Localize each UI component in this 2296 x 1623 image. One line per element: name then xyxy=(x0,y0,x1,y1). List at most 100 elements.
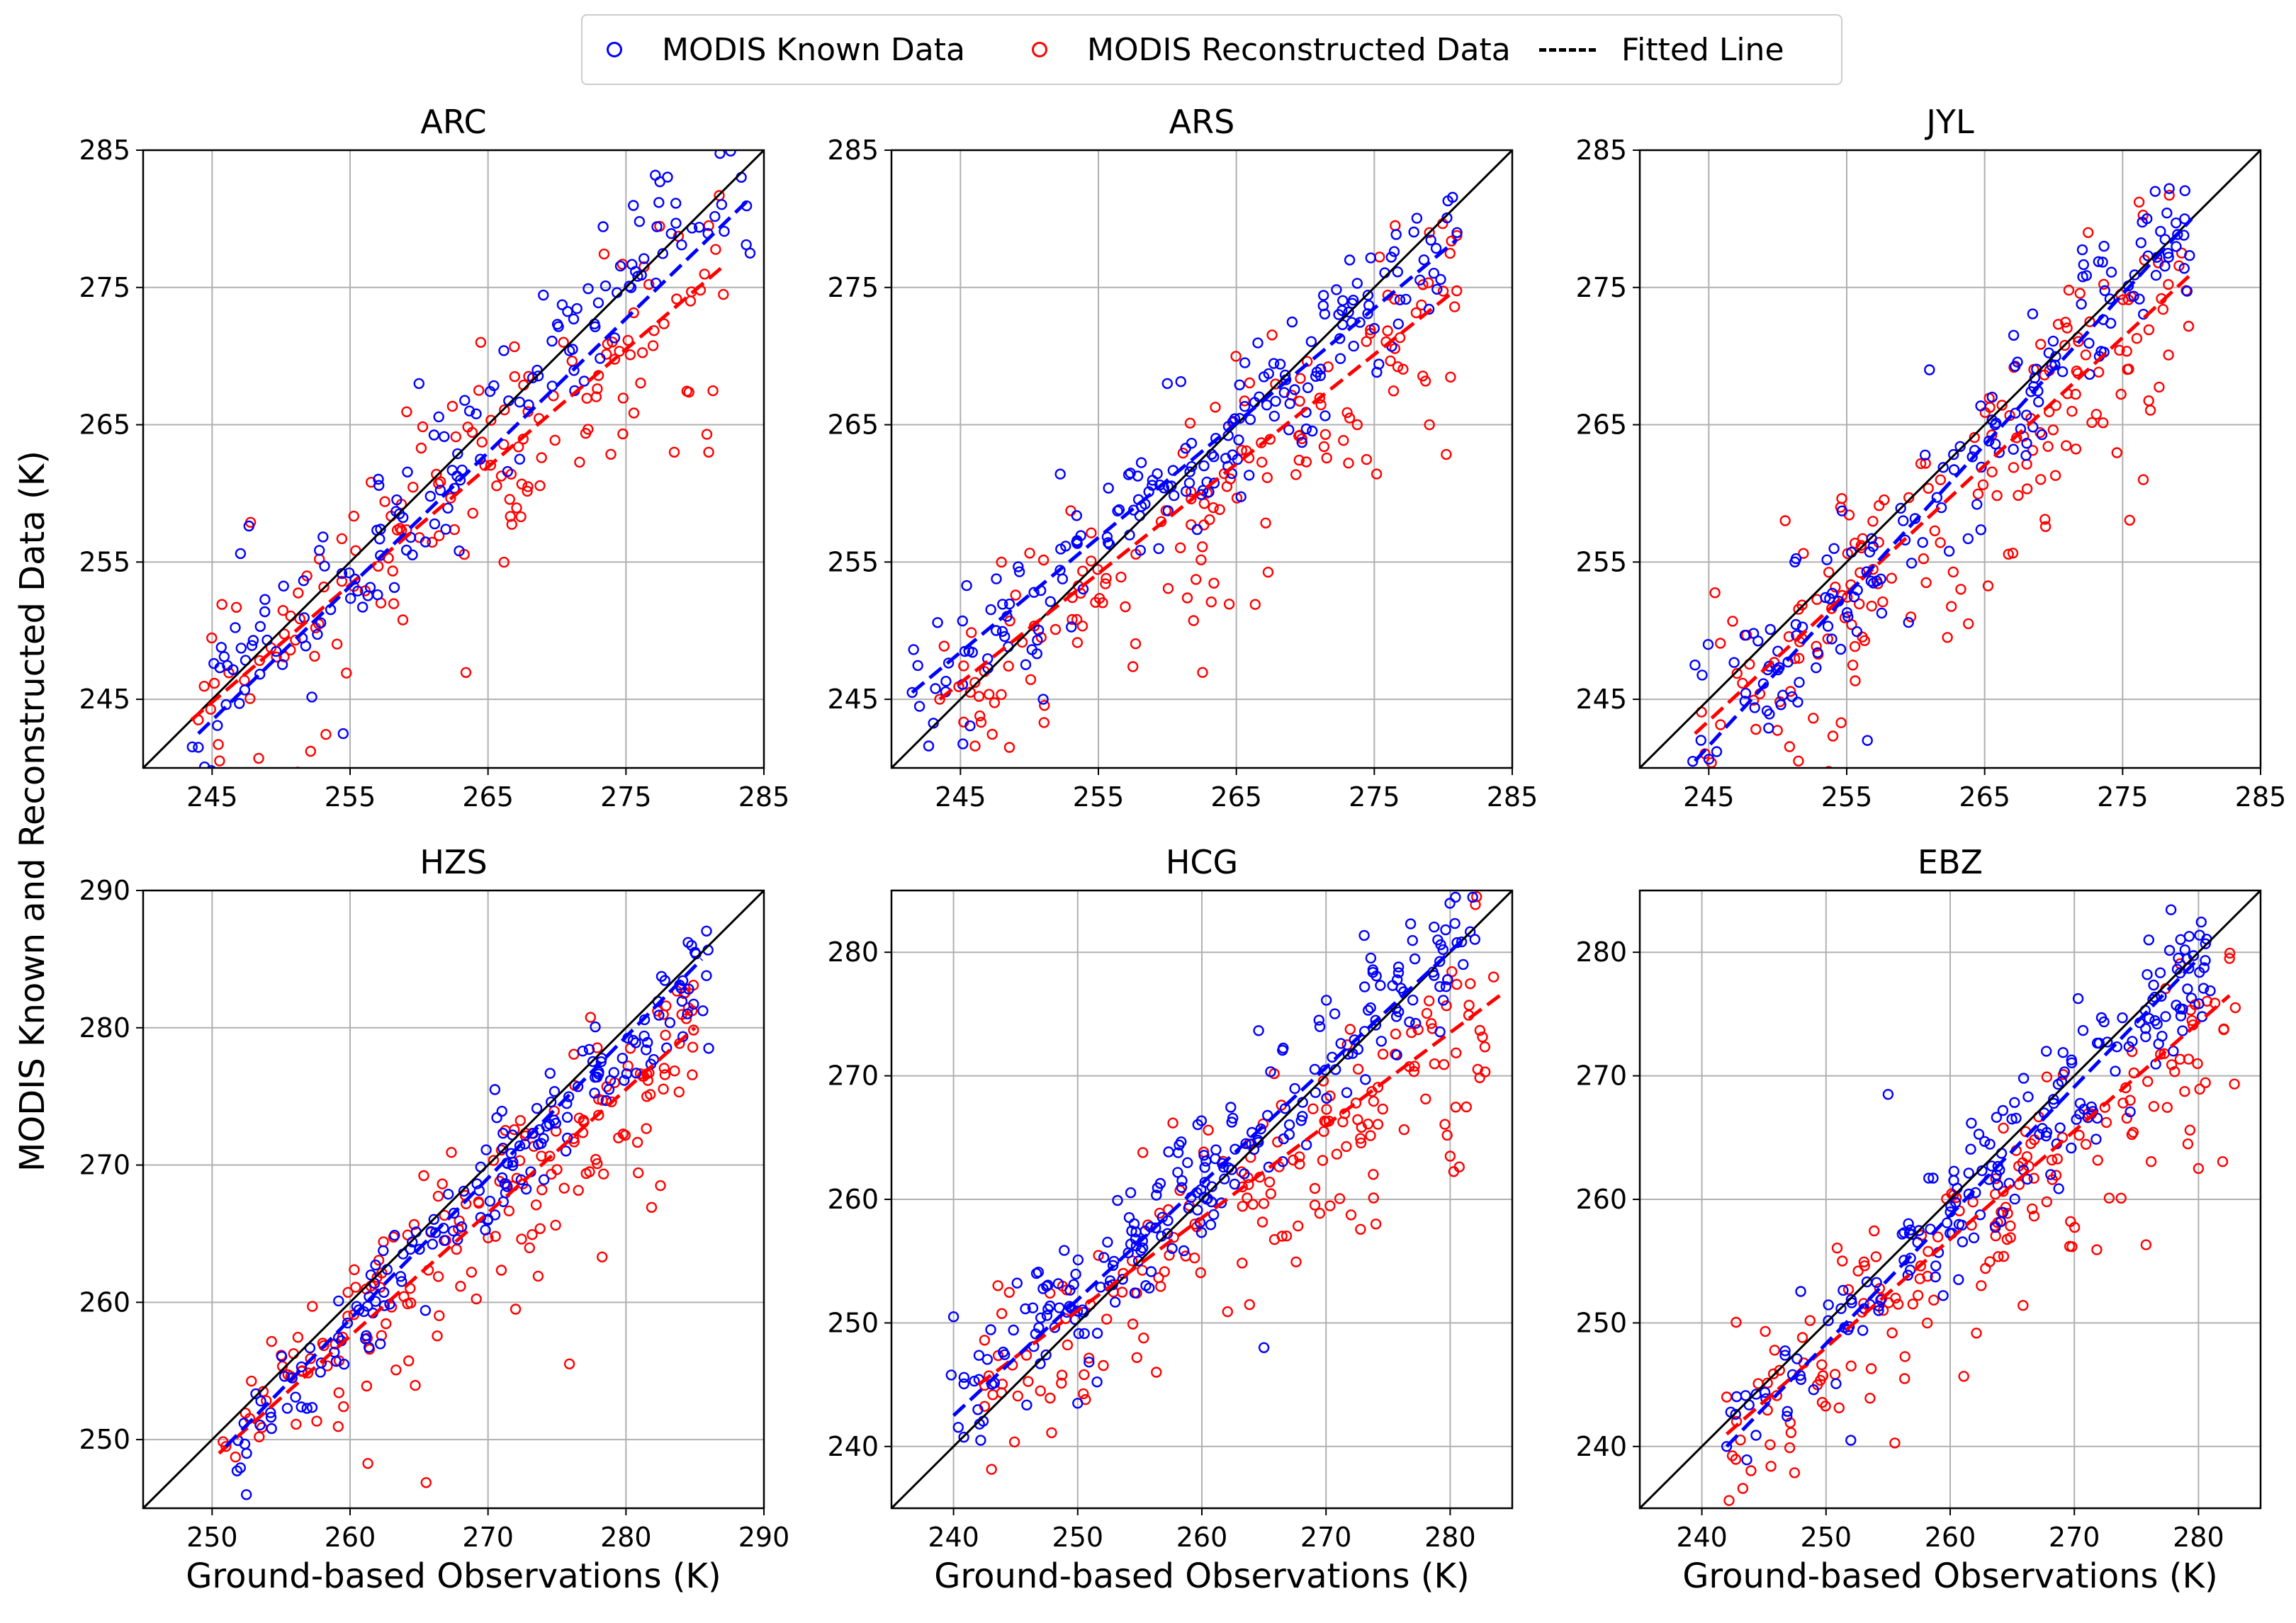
data-point-known xyxy=(1790,553,1802,565)
data-point-known xyxy=(2093,1037,2105,1049)
data-point-known xyxy=(394,508,405,519)
data-point-recon xyxy=(1448,1166,1460,1177)
data-point-recon xyxy=(2098,278,2110,290)
data-point-recon xyxy=(514,1155,526,1167)
data-point-known xyxy=(1845,1435,1857,1446)
data-point-known xyxy=(553,321,564,332)
data-point-recon xyxy=(1409,1061,1420,1072)
data-point-recon xyxy=(1798,548,1809,559)
data-point-known xyxy=(1836,505,1848,516)
data-point-recon xyxy=(2039,514,2051,525)
data-point-known xyxy=(434,485,446,496)
data-point-known xyxy=(1162,505,1174,516)
data-point-recon xyxy=(2013,490,2024,501)
data-point-known xyxy=(1027,1302,1039,1313)
data-point-known xyxy=(2110,1065,2121,1077)
data-point-known xyxy=(1334,353,1346,364)
data-point-known xyxy=(614,260,626,272)
data-point-recon xyxy=(1307,1103,1319,1114)
data-point-known xyxy=(372,589,383,601)
data-point-recon xyxy=(305,745,316,757)
data-point-recon xyxy=(2007,548,2019,559)
data-point-known xyxy=(1937,462,1949,473)
data-point-known xyxy=(723,123,732,132)
data-point-known xyxy=(998,1349,1011,1360)
data-point-known xyxy=(1186,438,1198,449)
data-point-recon xyxy=(388,598,400,609)
x-tick-label: 280 xyxy=(2173,1522,2224,1553)
data-point-known xyxy=(1028,587,1040,598)
data-point-recon xyxy=(1886,1327,1898,1339)
data-point-known xyxy=(1268,410,1281,422)
data-point-recon xyxy=(277,605,289,616)
data-point-known xyxy=(496,1105,507,1117)
data-point-recon xyxy=(1256,1216,1268,1228)
data-point-recon xyxy=(1049,623,1062,635)
data-point-known xyxy=(608,1067,619,1078)
data-point-known xyxy=(538,1174,550,1185)
data-point-known xyxy=(1239,1168,1250,1180)
data-point-recon xyxy=(198,681,210,692)
data-point-recon xyxy=(996,1308,1008,1319)
data-point-known xyxy=(2171,241,2182,252)
data-point-recon xyxy=(397,614,409,626)
data-point-known xyxy=(1206,1181,1217,1192)
data-point-recon xyxy=(1115,571,1127,583)
data-point-known xyxy=(1835,1303,1847,1314)
data-point-recon xyxy=(573,1184,584,1197)
data-point-recon xyxy=(1222,1306,1234,1318)
data-point-recon xyxy=(710,244,721,255)
data-point-recon xyxy=(466,1267,478,1278)
data-point-known xyxy=(1098,1252,1110,1263)
data-point-recon xyxy=(1315,399,1327,411)
data-point-known xyxy=(1186,461,1198,473)
data-point-known xyxy=(2150,269,2162,281)
data-point-recon xyxy=(230,601,242,613)
data-point-known xyxy=(1953,1274,1964,1286)
data-point-recon xyxy=(220,1441,232,1452)
data-point-known xyxy=(246,640,258,651)
data-point-recon xyxy=(1835,717,1847,728)
data-point-known xyxy=(1199,1162,1210,1173)
data-point-recon xyxy=(718,288,729,300)
data-point-known xyxy=(199,761,210,768)
data-point-known xyxy=(428,1214,439,1226)
data-point-recon xyxy=(1735,1434,1746,1446)
data-point-known xyxy=(638,1030,650,1042)
data-point-recon xyxy=(1845,1360,1857,1372)
data-point-known xyxy=(1434,1026,1446,1038)
data-point-recon xyxy=(1465,978,1476,990)
data-point-known xyxy=(2040,1046,2052,1057)
x-tick-label: 265 xyxy=(462,781,514,813)
data-point-recon xyxy=(2183,1053,2195,1065)
data-point-recon xyxy=(2115,388,2127,400)
data-point-known xyxy=(592,297,604,309)
data-point-known xyxy=(1968,1232,1980,1244)
data-point-recon xyxy=(1352,1114,1363,1126)
data-point-known xyxy=(1054,468,1066,480)
data-point-recon xyxy=(1425,1018,1437,1029)
data-point-recon xyxy=(550,1126,562,1137)
data-point-known xyxy=(2154,967,2166,978)
data-point-known xyxy=(1045,596,1057,607)
data-point-known xyxy=(488,380,500,392)
data-point-recon xyxy=(1859,635,1871,646)
data-point-recon xyxy=(445,492,456,504)
data-point-known xyxy=(1037,694,1049,705)
data-point-known xyxy=(1172,1167,1183,1178)
data-point-known xyxy=(1102,537,1114,548)
data-point-known xyxy=(2179,185,2191,196)
x-tick-label: 285 xyxy=(1487,781,1538,813)
y-tick-label: 255 xyxy=(827,546,879,577)
data-point-recon xyxy=(2060,317,2071,328)
data-point-known xyxy=(2205,985,2216,997)
data-point-known xyxy=(958,1431,969,1443)
data-point-known xyxy=(670,217,682,229)
data-point-recon xyxy=(1244,1299,1256,1311)
data-point-recon xyxy=(1923,482,1934,494)
data-point-recon xyxy=(514,1114,526,1126)
data-point-known xyxy=(1411,213,1423,224)
data-point-known xyxy=(719,225,730,237)
data-point-known xyxy=(1084,1356,1095,1368)
data-point-known xyxy=(548,1114,560,1126)
